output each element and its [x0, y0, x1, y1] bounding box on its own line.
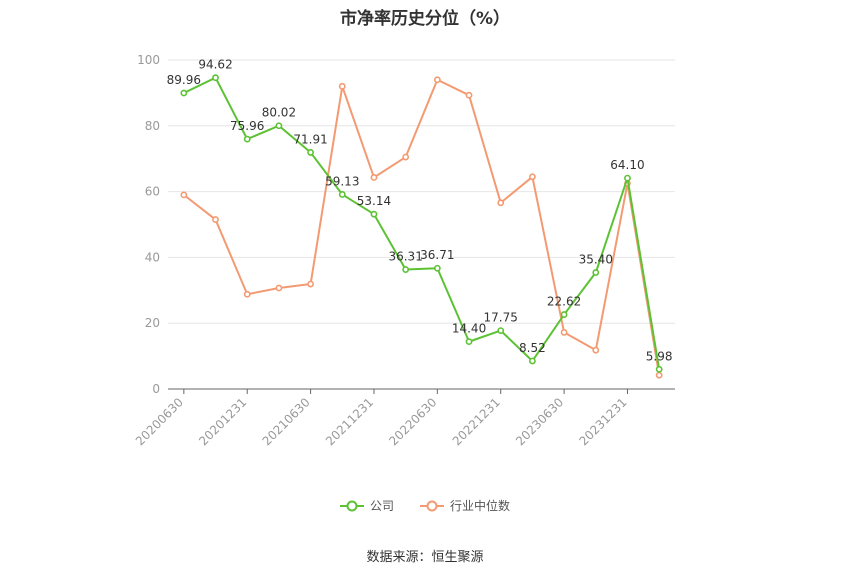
data-label-company: 75.96: [230, 119, 264, 133]
data-point-company: [497, 327, 505, 335]
y-tick-label: 60: [145, 185, 160, 199]
data-point-company: [529, 357, 536, 365]
x-tick-label: 20210630: [260, 395, 313, 448]
data-label-company: 8.52: [519, 341, 546, 355]
data-label-company: 89.96: [167, 73, 201, 87]
y-tick-label: 40: [145, 250, 160, 264]
data-point-company: [338, 191, 346, 198]
data-point-industry-median: [402, 153, 410, 161]
data-label-company: 36.71: [420, 248, 454, 262]
data-point-company: [655, 365, 663, 373]
data-label-company: 22.62: [547, 295, 581, 309]
data-label-company: 14.40: [452, 322, 486, 336]
y-tick-label: 100: [137, 53, 160, 67]
series-line-industry-median: [183, 78, 661, 376]
legend-item-industry-median[interactable]: 行业中位数: [420, 497, 510, 514]
y-tick-label: 20: [145, 316, 160, 330]
data-label-company: 53.14: [357, 194, 391, 208]
x-tick-label: 20201231: [196, 395, 249, 448]
x-tick-label: 20230630: [513, 395, 566, 448]
x-tick-label: 20231231: [577, 395, 630, 448]
data-point-industry-median: [529, 173, 536, 181]
data-point-industry-median: [307, 280, 314, 288]
data-point-industry-median: [592, 346, 600, 354]
data-label-company: 64.10: [610, 158, 644, 172]
data-point-company: [402, 266, 410, 273]
legend-swatch-industry-median: [420, 500, 444, 511]
data-point-company: [560, 311, 568, 318]
data-point-company: [212, 74, 219, 82]
legend-swatch-company: [339, 500, 364, 511]
data-point-industry-median: [560, 329, 568, 336]
data-label-company: 5.98: [646, 349, 673, 363]
chart-title: 市净率历史分位（%）: [339, 9, 511, 29]
data-point-industry-median: [338, 82, 346, 90]
data-point-company: [592, 269, 600, 276]
x-tick-label: 20200630: [133, 395, 186, 448]
series-line-company: [183, 76, 661, 370]
data-point-company: [433, 264, 441, 272]
data-point-company: [180, 89, 188, 97]
data-point-industry-median: [180, 191, 188, 199]
legend: 公司 行业中位数: [0, 497, 850, 514]
data-point-industry-median: [655, 371, 663, 379]
data-point-industry-median: [433, 76, 441, 84]
data-point-industry-median: [212, 216, 219, 223]
y-tick-label: 80: [145, 119, 160, 133]
data-label-company: 35.40: [579, 253, 613, 267]
data-label-company: 94.62: [198, 58, 232, 72]
x-tick-label: 20211231: [323, 395, 376, 448]
legend-label-industry-median: 行业中位数: [450, 499, 511, 513]
y-tick-label: 0: [152, 382, 160, 396]
data-point-company: [307, 149, 314, 156]
data-point-company: [465, 338, 473, 346]
x-tick-label: 20220630: [386, 395, 439, 448]
legend-item-company[interactable]: 公司: [339, 497, 394, 514]
x-tick-label: 20221231: [450, 395, 503, 448]
data-point-company: [243, 135, 251, 143]
data-point-industry-median: [275, 284, 283, 292]
data-point-industry-median: [497, 199, 505, 207]
data-label-company: 71.91: [293, 132, 327, 146]
data-label-company: 80.02: [262, 106, 296, 120]
data-point-company: [624, 174, 631, 182]
data-point-company: [370, 210, 378, 218]
data-point-industry-median: [370, 174, 378, 181]
legend-label-company: 公司: [369, 499, 394, 513]
data-label-company: 17.75: [484, 311, 518, 325]
source-note: 数据来源：恒生聚源: [366, 550, 484, 565]
data-point-company: [275, 122, 283, 130]
data-point-industry-median: [465, 91, 473, 99]
data-label-company: 36.31: [388, 250, 422, 264]
data-label-company: 59.13: [325, 174, 359, 188]
data-point-industry-median: [243, 290, 251, 298]
